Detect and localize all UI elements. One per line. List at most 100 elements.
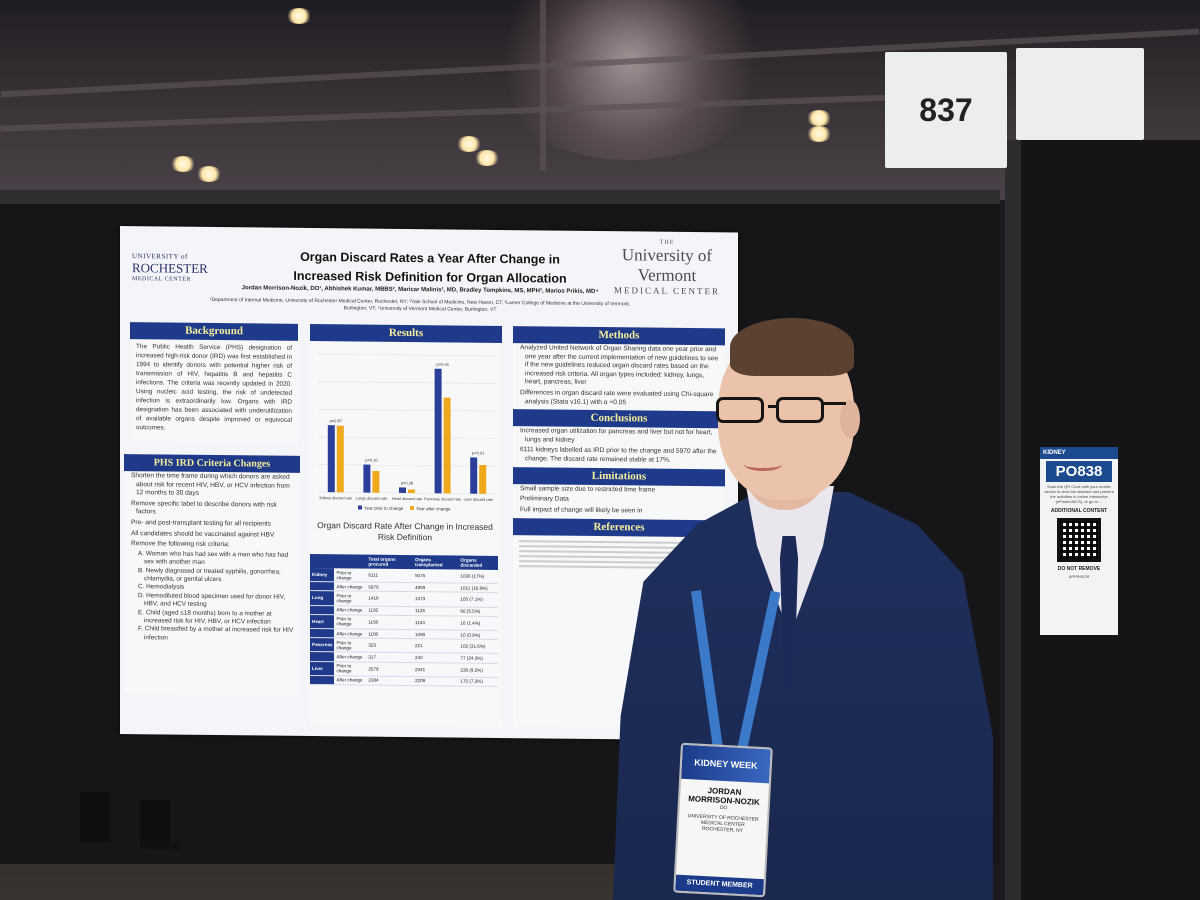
table-cell-period: Prior to change [334,614,367,630]
table-cell-discarded: 175 (7.3%) [458,676,498,687]
chart-gridline [318,381,496,384]
passerby-legs [80,792,180,850]
man-ear [840,400,860,438]
results-heading: Results [310,323,502,344]
table-cell-transplanted: 1090 [413,629,459,640]
chart-category-label: Liver discard rate [464,498,493,502]
table-cell-period: Prior to change [334,661,367,676]
bullet-item: D. Hemodiluted blood specimen used for d… [138,591,286,609]
conclusions-bullets: Increased organ utilization for pancreas… [513,426,725,467]
legend-label: Year prior to change [364,506,404,511]
table-cell-discarded: 77 (24.3%) [458,653,498,663]
chart-annotation: p=0.28 [401,480,414,485]
sticker-header: KIDNEY [1040,447,1118,459]
sticker-sponsor: APPRISOR [1068,574,1090,579]
poster-id-sticker: KIDNEY PO838 Scan the QR Code with your … [1040,447,1118,635]
table-body: Kidney Prior to change 6111 5075 1036 (17%) A… [310,567,498,687]
table-cell-transplanted: 1126 [413,606,459,616]
table-header-cell [310,553,335,569]
phs-heading: PHS IRD Criteria Changes [124,454,300,473]
rochester-logo: UNIVERSITY of ROCHESTER MEDICAL CENTER [132,252,208,283]
chart-bar [327,425,335,493]
research-poster: UNIVERSITY of ROCHESTER MEDICAL CENTER O… [120,226,738,741]
chart-gridline [318,353,496,357]
ceiling-light [456,136,482,152]
chart-bar [363,464,371,493]
logo-left-line2: ROCHESTER [132,260,208,276]
chart-gridline [318,408,496,412]
table-cell-transplanted: 1134 [413,615,459,630]
table-cell-discarded: 102 (31.6%) [458,639,498,654]
bullet-item: Increased organ utilization for pancreas… [520,427,713,444]
methods-heading: Methods [513,326,725,346]
poster-code: PO838 [1046,461,1112,482]
limitations-bullets: Small sample size due to restricted time… [513,484,725,518]
man-tie [779,536,799,686]
glasses-right-lens [776,397,824,423]
chart-gridline [318,436,496,440]
table-cell-organ: Heart [310,614,335,629]
table-cell-procured: 5970 [366,582,413,592]
table-cell-discarded: 1036 (17%) [458,569,498,584]
glasses-left-lens [716,397,764,423]
ceiling-light [474,150,500,166]
table-cell-organ: Lung [310,590,335,606]
legend-label: Year after change [416,506,451,511]
limitations-heading: Limitations [513,466,725,486]
chart-gridline [318,464,496,467]
phs-bullets: Shorten the time frame during which dono… [124,471,300,552]
table-cell-procured: 323 [366,638,413,653]
qr-code-icon[interactable] [1057,518,1101,562]
table-cell-transplanted: 2341 [413,662,459,677]
man-hair [730,318,854,376]
sticker-additional: ADDITIONAL CONTENT [1050,508,1108,514]
results-table: Total organs procured Organs transplanted… [310,553,498,687]
sticker-do-not-remove: DO NOT REMOVE [1057,566,1101,572]
table-cell-transplanted: 5075 [413,569,459,584]
booth-number-sign: 837 [885,52,1007,168]
ceiling-light [806,126,832,142]
logo-right-line2: University of Vermont [621,245,713,286]
name-badge: KIDNEY WEEK JORDAN MORRISON-NOZIK DO UNI… [673,742,773,898]
ceiling-light [170,156,196,172]
phs-sub-criteria: A. Woman who has had sex with a man who … [124,550,300,644]
ceiling-light [196,166,222,182]
table-cell-discarded: 1011 (16.9%) [458,583,498,593]
lanyard [690,590,781,750]
chart-category-label: Heart discard rate [392,497,422,501]
table-cell-organ [310,675,335,685]
table-cell-period: After change [334,605,367,615]
chart-category-label: Lungs discard rate [356,496,387,500]
table-cell-period: After change [334,675,367,685]
glasses-bridge [768,405,778,408]
chart-bar [399,487,406,493]
table-cell-organ [310,581,335,592]
conclusions-heading: Conclusions [513,409,725,429]
badge-member-type: STUDENT MEMBER [675,874,764,896]
table-cell-procured: 317 [366,652,413,663]
table-header-cell: Organs transplanted [413,555,459,570]
adjacent-poster-board [1005,140,1200,900]
table-cell-transplanted: 240 [413,652,459,663]
table-cell-period: Prior to change [334,568,367,583]
table-cell-transplanted: 221 [413,638,459,654]
table-cell-organ [310,605,335,615]
bullet-item: A. Woman who has had sex with a man who … [138,549,289,567]
table-header-cell [334,554,367,569]
table-cell-organ: Liver [310,660,335,676]
table-cell-organ [310,628,335,638]
results-section: Results p=0.87 Kidney discard rate p=0.10 L… [310,323,502,727]
table-cell-transplanted: 4959 [413,582,459,593]
chart-gridline [318,491,496,495]
chart-bar [336,425,344,493]
table-cell-organ: Kidney [310,567,335,582]
background-text: The Public Health Service (PHS) designat… [136,343,292,432]
table-cell-procured: 6111 [366,568,413,583]
table-cell-discarded: 10 (0.9%) [458,629,498,640]
chart-category-label: Pancreas discard rate [424,497,461,501]
glasses-arm [822,402,846,405]
logo-left-line3: MEDICAL CENTER [132,276,191,283]
bullet-item: Full impact of change will likely be see… [520,505,643,515]
ceiling-beam [540,0,546,170]
table-header-cell: Organs discarded [458,555,498,570]
